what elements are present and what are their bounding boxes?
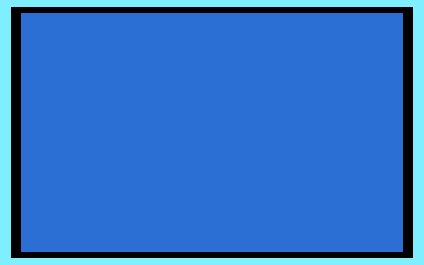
Text: -28.0%: -28.0% bbox=[293, 160, 336, 169]
Text: 12.3%: 12.3% bbox=[170, 86, 209, 96]
Text: 38.5%: 38.5% bbox=[107, 48, 146, 58]
Bar bbox=[170, 98, 208, 116]
Text: -31.5%: -31.5% bbox=[355, 165, 399, 174]
Bar bbox=[358, 116, 396, 162]
Title: Industries YTD: Industries YTD bbox=[146, 10, 295, 28]
Bar bbox=[45, 53, 83, 116]
Text: 43.3%: 43.3% bbox=[45, 41, 84, 51]
Bar bbox=[233, 116, 271, 152]
Bar bbox=[296, 116, 333, 157]
Text: -24.9%: -24.9% bbox=[230, 155, 273, 165]
Bar bbox=[108, 60, 145, 116]
